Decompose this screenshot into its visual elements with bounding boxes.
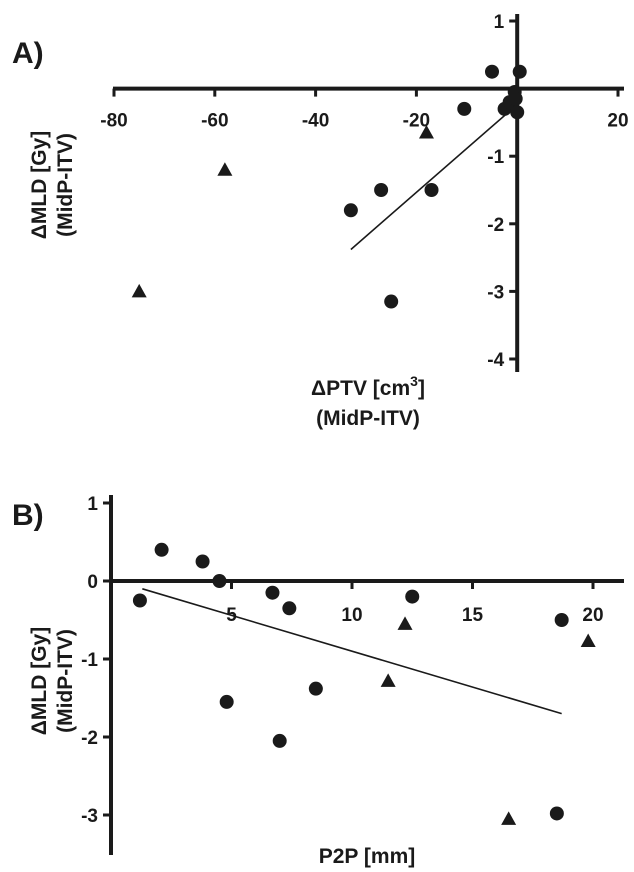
panel-a-xlabel: ΔPTV [cm3]: [311, 373, 425, 400]
panel-label-a: A): [12, 37, 44, 70]
b-point-triangle: [501, 811, 517, 825]
panel-b-y-ticks: 1 0 -1 -2 -3: [81, 494, 111, 827]
panel-b-fit-line: [142, 588, 562, 715]
a-point-circle: [374, 183, 389, 197]
a-point-circle: [384, 294, 399, 309]
a-x-tick-label: 20: [607, 111, 628, 132]
b-x-tick-label: 15: [462, 605, 484, 626]
b-x-tick-label: 20: [582, 605, 603, 626]
b-x-tick-label: 10: [341, 605, 362, 626]
panel-a-fit-line: [350, 108, 513, 251]
panel-b-xlabel: P2P [mm]: [319, 845, 415, 868]
a-x-tick-label: -40: [302, 111, 329, 132]
b-y-tick-label: -2: [81, 728, 98, 749]
b-point-circle: [219, 694, 234, 709]
b-y-tick-label: 0: [87, 572, 98, 593]
b-point-circle: [154, 542, 169, 557]
a-point-circle: [512, 64, 527, 79]
panel-a-ylabel-line2: (MidP-ITV): [54, 133, 77, 237]
a-point-triangle: [418, 125, 434, 139]
a-y-tick-label: -3: [487, 282, 504, 303]
a-point-triangle: [217, 162, 233, 176]
b-point-circle: [308, 681, 323, 696]
a-x-tick-label: -80: [100, 111, 127, 132]
b-point-circle: [554, 613, 569, 627]
panel-b-axes: [109, 495, 624, 855]
panel-b-ylabel-line2: (MidP-ITV): [54, 629, 77, 733]
panel-label-b: B): [12, 499, 44, 532]
b-point-triangle: [580, 633, 596, 648]
a-point-triangle: [131, 283, 147, 298]
panel-a: A) -80 -60 -40 -20 20 1 -1 -2 -3 -4 ΔMLD [Gy] (M…: [12, 12, 629, 430]
a-point-circle: [457, 101, 472, 116]
a-x-tick-label: -60: [201, 111, 228, 132]
b-point-circle: [195, 554, 210, 569]
b-point-triangle: [397, 616, 413, 630]
panel-b-data-points: [132, 542, 596, 825]
b-point-circle: [212, 574, 227, 588]
a-y-tick-label: -1: [487, 147, 504, 168]
a-x-tick-label: -20: [403, 111, 430, 132]
b-point-circle: [272, 733, 287, 748]
a-point-circle: [485, 64, 499, 79]
panel-a-axes: [113, 14, 624, 372]
b-y-tick-label: 1: [87, 494, 98, 515]
a-point-circle: [508, 91, 523, 106]
a-point-circle: [343, 203, 358, 218]
b-point-circle: [265, 585, 280, 600]
a-y-tick-label: 1: [494, 12, 505, 33]
panel-b: B) 5 10 15 20 10-1-2-3 ΔMLD [Gy] (MidP-ITV)…: [12, 494, 624, 868]
panel-b-x-ticks: 5 10 15 20: [226, 581, 604, 626]
b-point-triangle: [380, 673, 396, 687]
b-point-circle: [549, 806, 564, 821]
a-y-tick-label: -4: [487, 350, 504, 371]
panel-b-y-axis-title: ΔMLD [Gy] (MidP-ITV): [28, 627, 77, 735]
b-point-circle: [405, 589, 420, 604]
b-y-tick-label: -3: [81, 806, 98, 827]
panel-a-xlabel-line2: (MidP-ITV): [316, 407, 420, 430]
a-y-tick-label: -2: [487, 215, 504, 236]
b-point-circle: [282, 601, 297, 616]
a-point-circle: [424, 183, 439, 197]
panel-b-ylabel: ΔMLD [Gy]: [28, 627, 51, 735]
b-y-tick-label: -1: [81, 650, 98, 671]
b-point-circle: [132, 593, 147, 608]
panel-a-x-ticks: -80 -60 -40 -20 20: [100, 88, 629, 132]
panel-a-data-points: [131, 64, 527, 309]
panel-a-y-ticks: 1 -1 -2 -3 -4: [487, 12, 518, 371]
a-point-circle: [510, 105, 525, 120]
panel-a-ylabel: ΔMLD [Gy]: [28, 131, 51, 239]
panel-a-y-axis-title: ΔMLD [Gy] (MidP-ITV): [28, 131, 77, 239]
